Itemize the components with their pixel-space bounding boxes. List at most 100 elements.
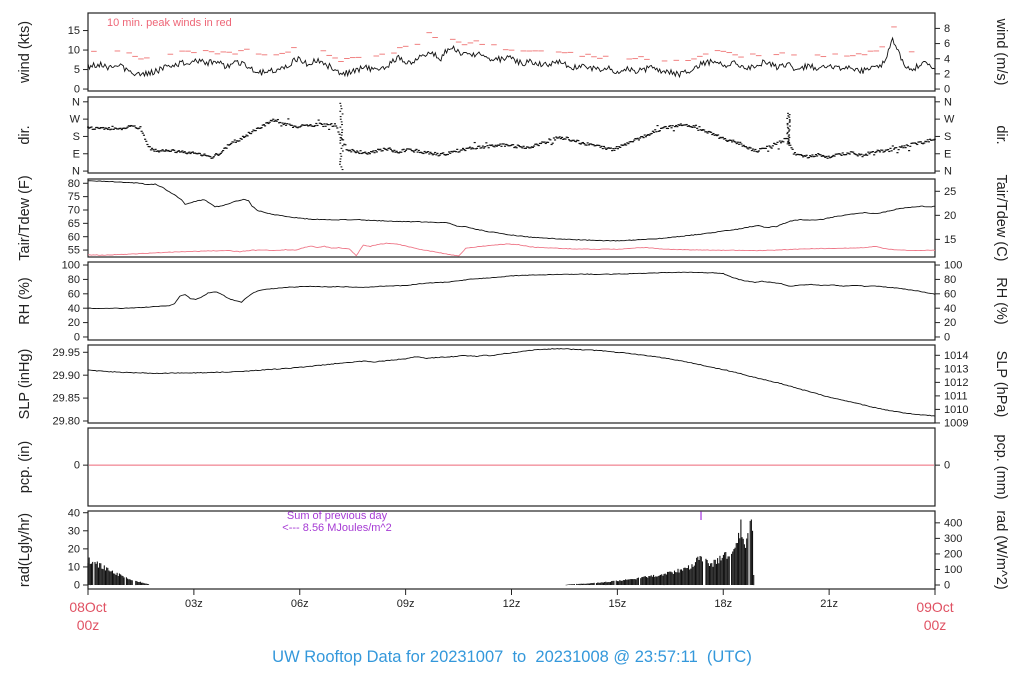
svg-text:N: N [944,166,952,178]
svg-text:E: E [73,148,80,160]
svg-text:75: 75 [68,191,80,203]
svg-text:10 min. peak winds in red: 10 min. peak winds in red [107,17,232,29]
y-axis-right-rad: 0 100 200 300 400 [935,517,962,592]
svg-text:1013: 1013 [944,363,968,375]
svg-text:100: 100 [62,260,80,272]
svg-text:8: 8 [944,23,950,35]
svg-text:0: 0 [74,332,80,344]
y-axis-left-rad: 0 10 20 30 40 [68,507,88,592]
svg-text:6: 6 [944,38,950,50]
y-axis-left-pcp: 0 [74,460,88,472]
svg-text:S: S [73,131,80,143]
svg-text:21z: 21z [820,598,838,610]
svg-text:40: 40 [68,303,80,315]
svg-text:100: 100 [944,260,962,272]
panel-rh: 0 20 40 60 80 100 0 20 40 60 80 100 RH (%) RH (%) [17,260,1009,344]
svg-text:N: N [72,96,80,108]
svg-text:1012: 1012 [944,377,968,389]
panel-pcp: 0 0 pcp. (in) pcp. (mm) [17,427,1009,507]
series-rh [87,271,936,310]
y-axis-right-rh: 0 20 40 60 80 100 [935,260,962,344]
svg-text:0: 0 [944,332,950,344]
svg-text:60: 60 [68,288,80,300]
svg-text:29.90: 29.90 [52,370,80,382]
svg-text:5: 5 [74,64,80,76]
svg-text:1014: 1014 [944,350,968,362]
svg-text:20: 20 [68,543,80,555]
series-dir [87,102,936,171]
svg-text:00z: 00z [77,617,100,633]
svg-text:70: 70 [68,205,80,217]
svg-text:12z: 12z [503,598,521,610]
svg-text:100: 100 [944,564,962,576]
x-axis: 08Oct 00z 03z 06z 09z 12z 15z 18z 21z 09Oct 00z [69,589,954,633]
svg-text:W: W [944,114,955,126]
svg-text:SLP (inHg): SLP (inHg) [17,349,33,420]
svg-text:65: 65 [68,218,80,230]
series-wind [87,36,936,79]
svg-text:1011: 1011 [944,390,968,402]
svg-text:40: 40 [68,507,80,519]
svg-text:29.80: 29.80 [52,416,80,428]
svg-text:0: 0 [944,580,950,592]
svg-text:03z: 03z [185,598,203,610]
series-temp [88,242,936,257]
svg-text:80: 80 [68,274,80,286]
svg-text:400: 400 [944,517,962,529]
svg-text:rad (W/m^2): rad (W/m^2) [993,510,1009,589]
svg-text:25: 25 [944,186,956,198]
svg-text:Tair/Tdew (F): Tair/Tdew (F) [17,175,33,260]
series-rad [87,519,755,586]
svg-text:W: W [70,114,81,126]
svg-text:30: 30 [68,525,80,537]
series-wind [91,26,915,62]
svg-text:20: 20 [944,210,956,222]
svg-text:<--- 8.56 MJoules/m^2: <--- 8.56 MJoules/m^2 [282,522,391,534]
svg-text:15: 15 [944,234,956,246]
svg-text:pcp. (in): pcp. (in) [17,441,33,493]
svg-text:N: N [72,166,80,178]
svg-text:29.85: 29.85 [52,393,80,405]
svg-text:1009: 1009 [944,418,968,430]
svg-text:08Oct: 08Oct [69,599,106,615]
svg-text:Tair/Tdew (C): Tair/Tdew (C) [993,174,1009,261]
svg-text:RH (%): RH (%) [17,277,33,325]
svg-text:1010: 1010 [944,404,968,416]
svg-text:0: 0 [74,580,80,592]
svg-text:20: 20 [944,317,956,329]
svg-text:Sum of previous day: Sum of previous day [287,510,388,522]
svg-text:300: 300 [944,533,962,545]
y-axis-right-wind: 0 2 4 6 8 [935,23,950,96]
series-temp [87,180,936,242]
svg-text:60: 60 [944,288,956,300]
y-axis-left-slp: 29.80 29.85 29.90 29.95 [52,347,88,428]
svg-text:15: 15 [68,25,80,37]
y-axis-right-temp: 15 20 25 [935,186,956,246]
panel-wind: 0 5 10 15 0 2 4 6 8 wind (kts) wind (m/s) 10 min. p… [17,12,1009,96]
svg-text:wind (m/s): wind (m/s) [993,18,1009,86]
svg-text:00z: 00z [924,617,947,633]
chart-title: UW Rooftop Data for 20231007 to 20231008… [272,648,752,666]
svg-text:60: 60 [68,231,80,243]
svg-text:10: 10 [68,45,80,57]
svg-text:06z: 06z [291,598,309,610]
svg-text:0: 0 [74,84,80,96]
y-axis-right-pcp: 0 [935,460,950,472]
svg-text:80: 80 [68,178,80,190]
svg-text:4: 4 [944,53,950,65]
svg-text:10: 10 [68,562,80,574]
svg-text:E: E [944,148,951,160]
y-axis-left-rh: 0 20 40 60 80 100 [62,260,88,344]
svg-text:29.95: 29.95 [52,347,80,359]
svg-text:200: 200 [944,549,962,561]
svg-text:SLP (hPa): SLP (hPa) [993,351,1009,418]
